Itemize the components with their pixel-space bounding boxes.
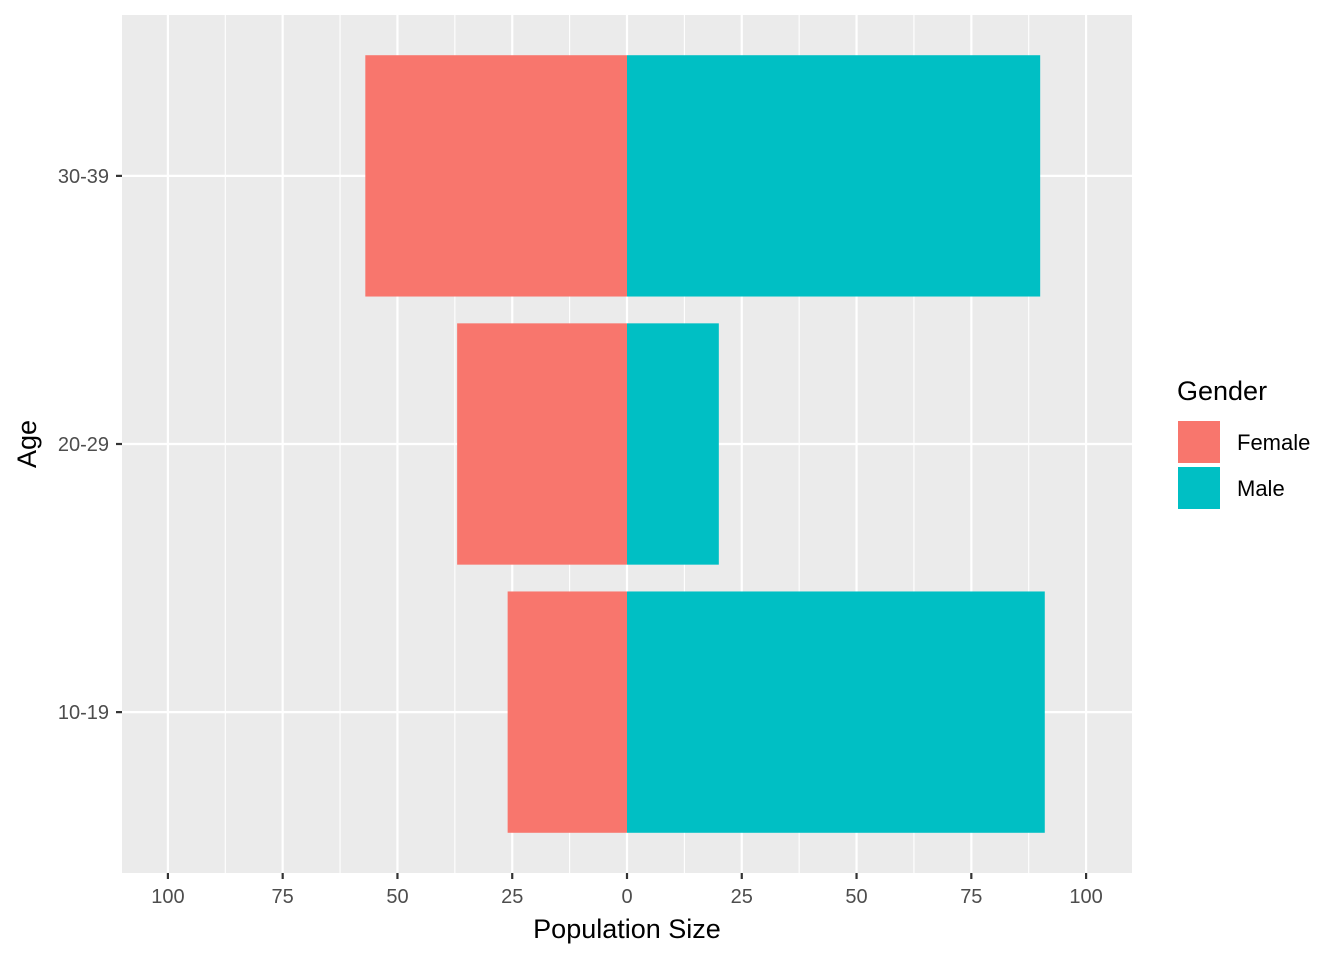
bar-female-10-19 [507,591,627,833]
x-tick-label: 50 [845,886,867,908]
x-tick-label: 25 [501,886,523,908]
legend-key-female [1178,421,1220,463]
y-tick-label: 10-19 [58,702,109,724]
bar-female-20-29 [457,323,627,565]
x-axis-title: Population Size [533,914,721,944]
bars [365,55,1045,833]
x-tick-label: 100 [1069,886,1102,908]
bar-male-10-19 [627,591,1045,833]
bar-male-30-39 [627,55,1041,297]
legend-label-female: Female [1237,430,1310,455]
bar-female-30-39 [365,55,627,297]
y-tick-label: 30-39 [58,166,109,188]
x-tick-label: 75 [960,886,982,908]
x-tick-label: 0 [621,886,632,908]
x-tick-label: 75 [272,886,294,908]
x-tick-label: 50 [386,886,408,908]
y-axis: 10-19 20-29 30-39 [58,166,122,724]
y-axis-title: Age [12,420,42,468]
y-tick-label: 20-29 [58,434,109,456]
legend: Gender Female Male [1177,376,1310,509]
legend-title: Gender [1177,376,1267,406]
x-tick-label: 25 [731,886,753,908]
legend-label-male: Male [1237,476,1285,501]
legend-key-male [1178,467,1220,509]
x-axis: 100 75 50 25 0 25 50 75 100 [151,873,1103,908]
x-tick-label: 100 [151,886,184,908]
bar-male-20-29 [627,323,719,565]
